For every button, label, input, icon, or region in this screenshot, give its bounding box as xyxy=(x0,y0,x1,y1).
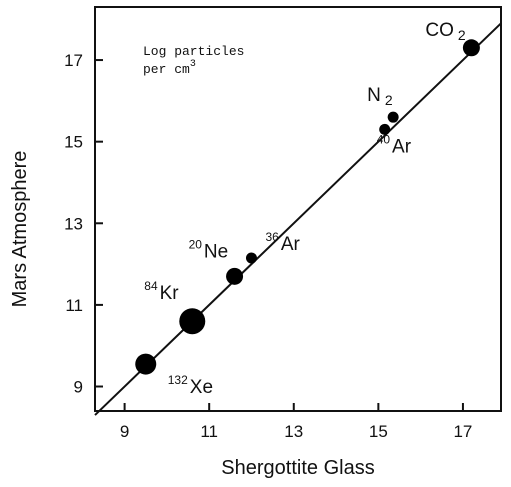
annotation-line2-text: per cm xyxy=(143,62,190,77)
data-point-label: 40 Ar xyxy=(377,132,412,157)
x-axis-label: Shergottite Glass xyxy=(221,457,374,479)
y-tick-label: 15 xyxy=(64,133,83,152)
axes: 9 11 13 15 17 9 11 13 15 17 xyxy=(64,6,502,441)
data-point xyxy=(379,123,391,135)
x-tick-label: 15 xyxy=(369,422,388,441)
reference-line xyxy=(94,22,502,416)
annotation-superscript: 3 xyxy=(190,59,196,70)
data-point-label: CO 2 xyxy=(425,20,466,43)
y-tick-label: 11 xyxy=(65,296,83,315)
annotation-line1: Log particles xyxy=(143,44,244,59)
x-tick-label: 9 xyxy=(120,422,129,441)
annotation: Log particles per cm3 xyxy=(143,44,244,77)
x-axis-ticks: 9 11 13 15 17 xyxy=(120,403,472,441)
y-axis-label: Mars Atmosphere xyxy=(9,151,31,308)
data-point xyxy=(179,308,206,335)
y-tick-label: 9 xyxy=(74,378,83,397)
y-tick-label: 17 xyxy=(64,51,83,70)
y-axis-ticks: 9 11 13 15 17 xyxy=(64,51,103,397)
x-tick-label: 13 xyxy=(284,422,303,441)
data-point xyxy=(245,252,257,264)
data-point xyxy=(135,353,157,375)
data-point-label: 36 Ar xyxy=(265,230,300,255)
data-point xyxy=(387,111,399,123)
annotation-line2: per cm3 xyxy=(143,59,196,77)
data-point-label: 20 Ne xyxy=(189,237,229,262)
data-point-label: 132 Xe xyxy=(168,373,213,398)
plot-frame xyxy=(94,6,502,412)
data-point-labels: 132 Xe 84 Kr 20 Ne 36 Ar 40 Ar N 2 CO 2 xyxy=(144,20,466,398)
y-tick-label: 13 xyxy=(64,214,83,233)
x-tick-label: 11 xyxy=(200,422,218,441)
data-point-label: 84 Kr xyxy=(144,279,179,304)
data-points xyxy=(135,39,480,375)
data-point xyxy=(226,267,244,285)
x-tick-label: 17 xyxy=(453,422,472,441)
data-point xyxy=(462,39,480,57)
